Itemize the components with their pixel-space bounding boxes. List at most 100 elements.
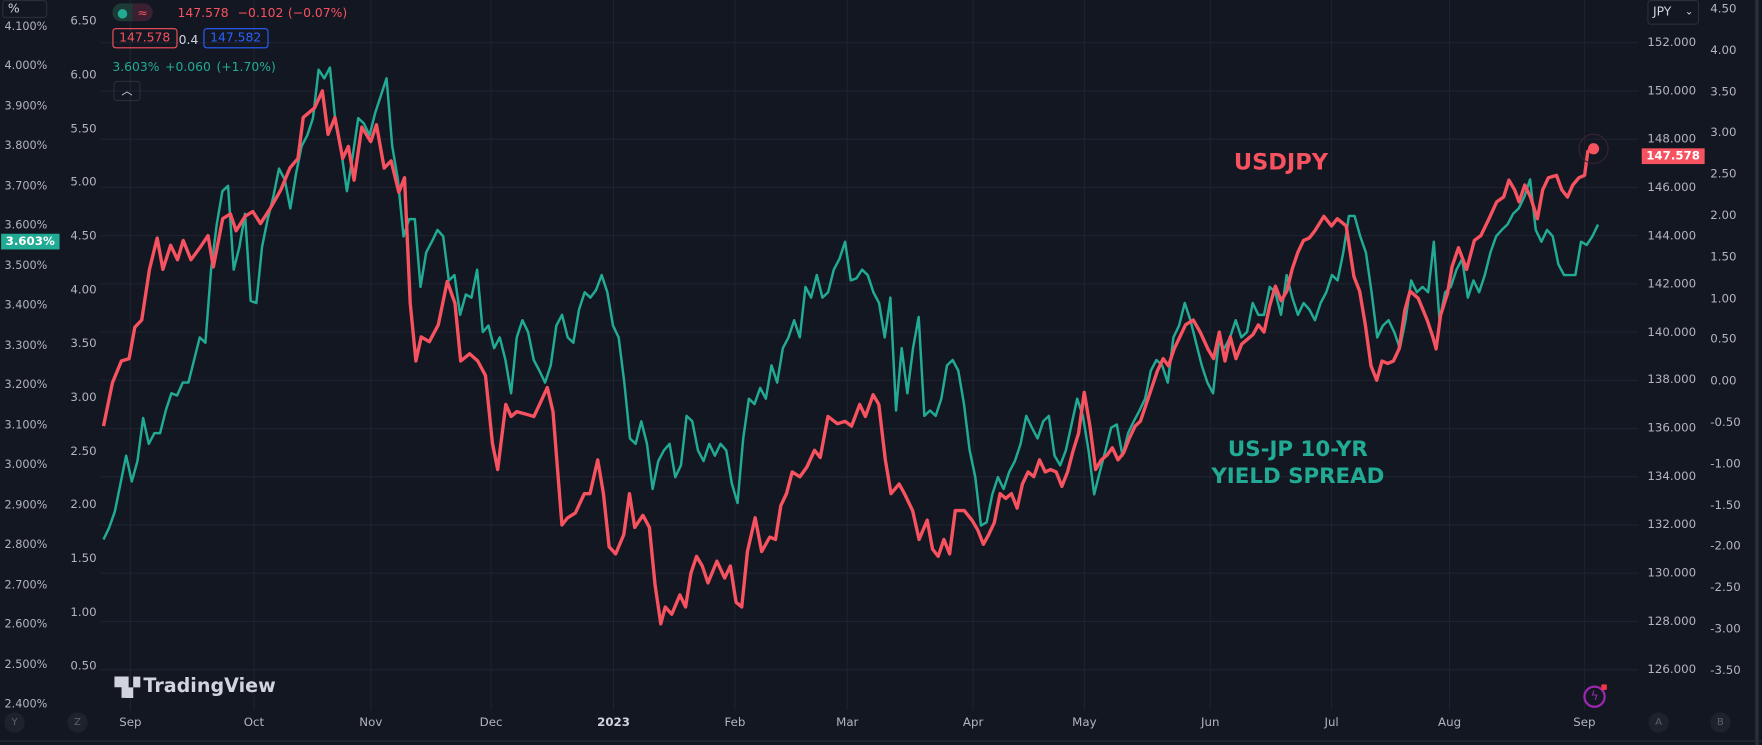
notification-dot <box>1601 684 1607 690</box>
axis-tick-label: 0.50 <box>1710 333 1737 347</box>
grid <box>101 0 1639 711</box>
axis-tick-label: 4.100% <box>4 20 48 33</box>
time-tick-label: Jul <box>1324 715 1339 730</box>
logo-text: TradingView <box>143 675 276 698</box>
status-pill[interactable]: ● ≈ <box>112 3 153 22</box>
axis-tick-label: 140.000 <box>1647 325 1697 339</box>
axis-tick-label: 2.900% <box>4 498 48 512</box>
axis-tick-label: 1.50 <box>1710 250 1737 264</box>
axis-tick-label: 128.000 <box>1647 614 1697 629</box>
axis-tick-label: 3.00 <box>1710 126 1737 140</box>
axis-tick-label: 2.50 <box>70 444 97 459</box>
axis-tick-label: 1.00 <box>1710 291 1737 306</box>
usdjpy-annotation: USDJPY <box>1233 148 1329 176</box>
symbol-legend: ● ≈ 147.578 −0.102 (−0.07%) <box>112 3 348 22</box>
axis-tick-label: 1.50 <box>70 552 97 566</box>
tradingview-logo[interactable]: ▜▞ TradingView <box>115 675 276 697</box>
axis-tick-label: 6.00 <box>70 68 97 82</box>
axis-tick-label: 2.50 <box>1710 167 1737 182</box>
axis-tick-label: 4.50 <box>1710 2 1737 16</box>
time-tick-label: Apr <box>962 715 984 730</box>
spread-legend: 3.603% +0.060 (+1.70%) <box>112 60 275 75</box>
axis-tick-label: 130.000 <box>1647 566 1697 580</box>
bid-ask-spread: 0.4 <box>178 32 199 48</box>
time-tick-label: Nov <box>359 715 383 730</box>
axis-tick-label: -2.00 <box>1710 539 1741 554</box>
axis-tick-label: -3.00 <box>1710 622 1741 637</box>
axis-tick-label: 4.00 <box>1710 43 1737 58</box>
buy-button[interactable]: 147.582 <box>203 28 269 49</box>
series-lines <box>101 66 1609 626</box>
axis-tick-label: 138.000 <box>1647 373 1697 388</box>
price-change-pct: (−0.07%) <box>287 5 348 20</box>
axis-tick-label: 2.400% <box>4 698 48 711</box>
price-change: −0.102 <box>237 5 284 20</box>
axis-tick-label: 3.600% <box>4 219 48 233</box>
time-tick-label: Aug <box>1438 715 1462 730</box>
axis-tick-label: -1.00 <box>1710 457 1741 471</box>
last-price-halo <box>1578 133 1609 164</box>
spread-change-pct: (+1.70%) <box>216 59 276 75</box>
currency-selector[interactable]: JPY ⌄ <box>1647 0 1700 25</box>
time-tick-label: Oct <box>243 715 265 730</box>
unit-label: % <box>7 1 20 16</box>
axis-tick-label: 2.500% <box>4 658 48 671</box>
axis-tick-label: 0.50 <box>70 659 97 674</box>
axis-tick-label: 144.000 <box>1647 228 1697 243</box>
usdjpy-series-line <box>101 89 1595 626</box>
axis-tick-label: -2.50 <box>1710 581 1741 595</box>
axis-tick-label: 3.200% <box>4 379 48 392</box>
jpy-price-badge: 147.578 <box>1641 148 1705 165</box>
axis-tick-label: 3.800% <box>4 139 48 153</box>
time-tick-label: May <box>1072 715 1097 730</box>
axis-tick-label: 2.800% <box>4 538 48 552</box>
axis-tick-label: 3.900% <box>4 100 48 113</box>
axis-tick-label: 3.50 <box>1710 84 1737 99</box>
sell-button[interactable]: 147.578 <box>112 28 177 49</box>
market-open-icon: ● <box>112 3 133 22</box>
axis-tick-label: 132.000 <box>1647 518 1697 532</box>
tradingview-logo-icon: ▜▞ <box>114 675 140 698</box>
chevron-down-icon: ⌄ <box>1684 6 1694 18</box>
axis-tick-label: -1.50 <box>1710 498 1741 512</box>
axis-tick-label: 134.000 <box>1647 470 1697 484</box>
last-price-marker <box>1587 143 1600 155</box>
time-tick-label: Sep <box>119 715 142 730</box>
a-button[interactable]: A <box>1648 712 1669 733</box>
axis-tick-label: 146.000 <box>1647 180 1697 195</box>
axis-tick-label: 3.500% <box>4 259 48 272</box>
axis-tick-label: 2.700% <box>4 578 48 592</box>
axis-tick-label: -0.50 <box>1710 415 1741 430</box>
lightning-icon[interactable]: ϟ <box>1583 684 1607 708</box>
axis-tick-label: 0.00 <box>1710 374 1737 388</box>
axis-tick-label: 148.000 <box>1647 132 1697 146</box>
spread-value: 3.603% <box>112 59 160 75</box>
axis-tick-label: 4.50 <box>70 229 97 244</box>
last-price: 147.578 <box>177 5 229 20</box>
z-button[interactable]: Z <box>67 712 88 733</box>
unit-selector[interactable]: % <box>2 0 48 18</box>
axis-tick-label: 136.000 <box>1647 421 1697 436</box>
axis-tick-label: 5.50 <box>70 122 97 136</box>
chevron-up-icon[interactable]: ︿ <box>113 80 141 102</box>
bid-price: 147.578 <box>119 30 171 45</box>
ask-price: 147.582 <box>210 30 262 45</box>
bottom-divider <box>0 740 1762 742</box>
y-button[interactable]: Y <box>4 712 25 733</box>
time-tick-label: Jun <box>1201 715 1220 730</box>
axis-tick-label: 3.000% <box>4 459 48 472</box>
axis-tick-label: 3.50 <box>70 337 97 351</box>
axis-tick-label: 2.00 <box>1710 209 1737 223</box>
axis-tick-label: 6.50 <box>70 14 97 29</box>
time-tick-label: Sep <box>1573 715 1596 730</box>
spread-annotation: US-JP 10-YR YIELD SPREAD <box>1211 437 1385 489</box>
right-scrollbar[interactable] <box>1755 0 1759 745</box>
b-button[interactable]: B <box>1710 712 1731 733</box>
currency-label: JPY <box>1652 4 1672 20</box>
left-price-badge: 3.603% <box>1 233 60 250</box>
axis-tick-label: 4.00 <box>70 283 97 297</box>
axis-tick-label: 2.600% <box>4 618 48 631</box>
axis-tick-label: 2.00 <box>70 498 97 512</box>
time-tick-label: 2023 <box>597 715 630 730</box>
